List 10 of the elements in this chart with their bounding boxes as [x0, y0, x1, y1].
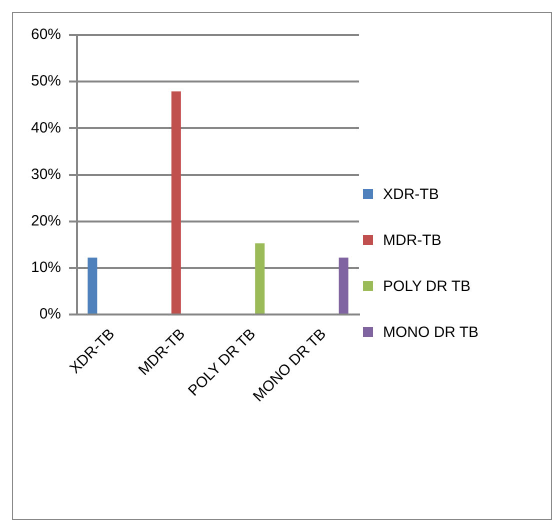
y-tick-label: 60%	[30, 26, 62, 44]
y-tick-label: 50%	[30, 72, 62, 90]
y-tick-label: 30%	[30, 166, 62, 183]
legend-label: POLY DR TB	[383, 278, 471, 294]
y-tick-label: 20%	[30, 212, 62, 230]
y-tick-label: 40%	[30, 119, 62, 136]
legend-label: MDR-TB	[383, 232, 442, 248]
y-tick-label: 10%	[30, 259, 62, 276]
y-tick-label: 0%	[39, 306, 62, 323]
legend-label: XDR-TB	[383, 186, 439, 202]
